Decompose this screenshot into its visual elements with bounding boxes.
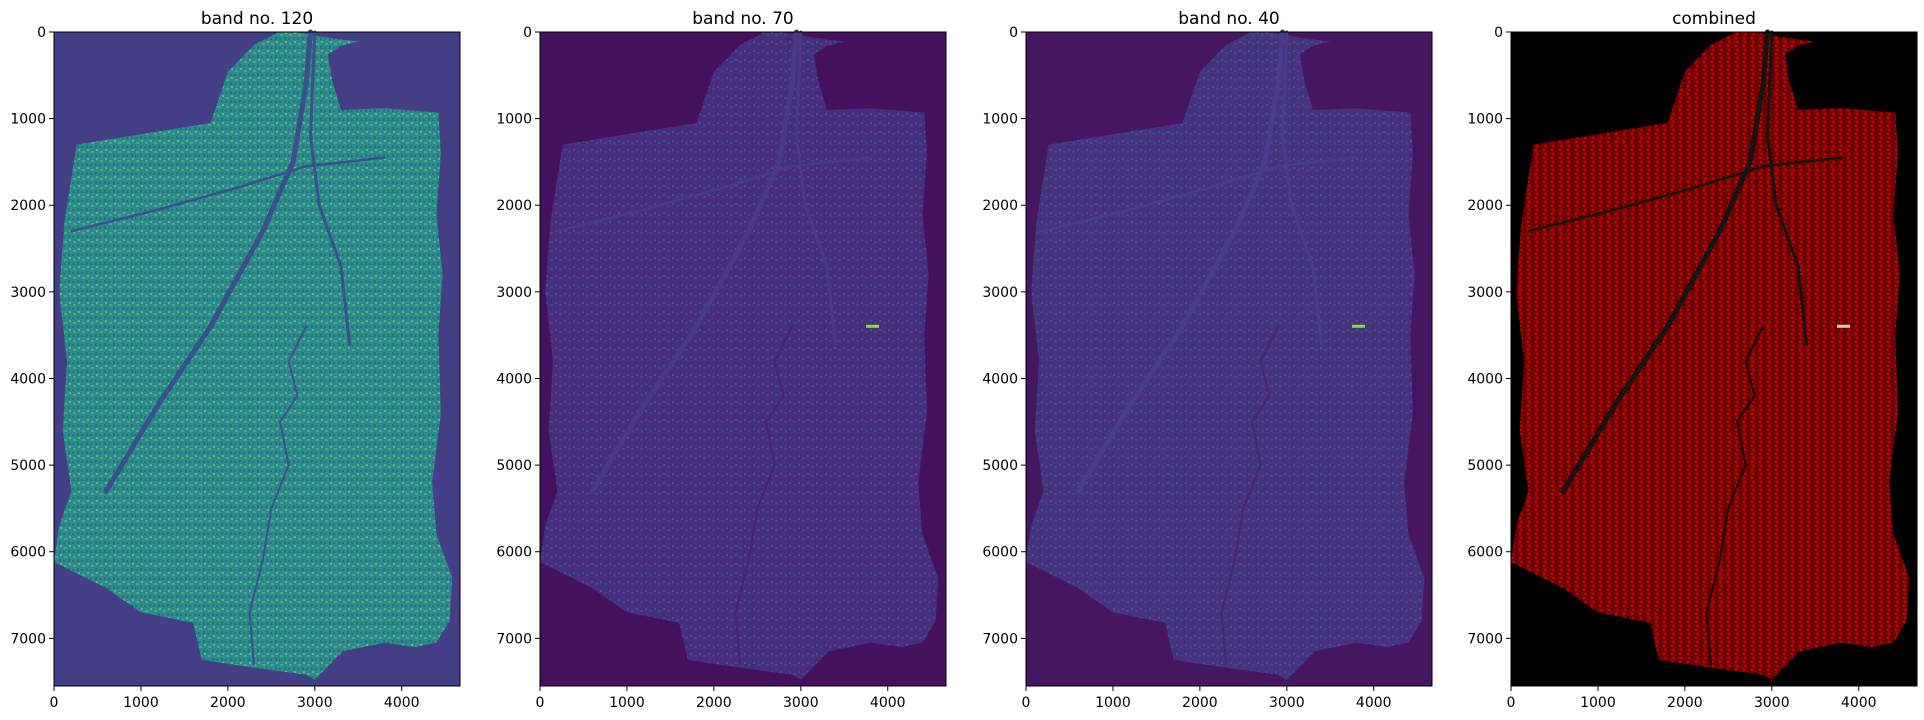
y-tick-label: 5000 — [1467, 458, 1503, 474]
subplot-combined: combined 0 1000 2000 3000 4000 0 1000 2000 3000 40… — [1467, 9, 1918, 711]
road-feature — [795, 30, 838, 346]
road-feature — [1281, 30, 1324, 346]
x-tick-label: 2000 — [696, 695, 732, 711]
road-feature — [70, 156, 386, 233]
scene-features — [556, 29, 872, 666]
y-tick-label: 4000 — [1467, 371, 1503, 387]
river-feature — [734, 325, 794, 666]
y-tick-label: 2000 — [982, 198, 1018, 214]
subplot-title: band no. 120 — [201, 9, 313, 29]
axes-frame — [1510, 31, 1918, 687]
x-tick-label: 2000 — [1182, 695, 1218, 711]
x-tick-label: 3000 — [1269, 695, 1305, 711]
y-tick-label: 3000 — [10, 285, 46, 301]
y-tick-label: 5000 — [982, 458, 1018, 474]
y-tick-label: 0 — [1009, 25, 1018, 41]
bright-roof-feature — [1352, 324, 1366, 328]
x-tick-label: 0 — [1022, 695, 1031, 711]
y-tick-label: 6000 — [10, 545, 46, 561]
x-tick-label: 2000 — [1667, 695, 1703, 711]
y-tick-label: 7000 — [10, 631, 46, 647]
y-tick-label: 0 — [523, 25, 532, 41]
y-tick-label: 0 — [1494, 25, 1503, 41]
y-tick-label: 6000 — [1467, 545, 1503, 561]
y-tick-label: 4000 — [10, 371, 46, 387]
road-feature — [556, 156, 872, 233]
highway-feature — [103, 29, 313, 494]
y-tick-label: 1000 — [496, 112, 532, 128]
y-tick-label: 3000 — [1467, 285, 1503, 301]
y-tick-label: 3000 — [982, 285, 1018, 301]
axes-frame — [1025, 31, 1433, 687]
axes-frame — [53, 31, 461, 687]
x-tick-label: 1000 — [1580, 695, 1616, 711]
x-tick-label: 4000 — [870, 695, 906, 711]
scene-footprint — [540, 32, 939, 680]
scene-footprint — [1511, 32, 1910, 680]
x-tick-label: 0 — [50, 695, 59, 711]
y-tick-label: 2000 — [1467, 198, 1503, 214]
subplot-title: band no. 40 — [1178, 9, 1280, 29]
x-tick-label: 0 — [536, 695, 545, 711]
x-tick-label: 4000 — [1841, 695, 1877, 711]
y-tick-label: 4000 — [496, 371, 532, 387]
road-feature — [1527, 156, 1843, 233]
subplot-band70: band no. 70 0 1000 2000 3000 4000 0 1000 2000 300… — [496, 9, 947, 711]
scene-features — [70, 29, 386, 666]
subplot-title: band no. 70 — [692, 9, 794, 29]
y-tick-label: 1000 — [10, 112, 46, 128]
subplot-band40: band no. 40 0 1000 2000 3000 4000 0 1000 2000 300… — [982, 9, 1433, 711]
y-tick-label: 2000 — [10, 198, 46, 214]
x-tick-label: 3000 — [1754, 695, 1790, 711]
axes-frame — [539, 31, 947, 687]
y-tick-label: 7000 — [496, 631, 532, 647]
image-axes: 0 1000 2000 3000 4000 0 1000 2000 3000 4000 5000 60… — [10, 25, 461, 711]
highway-feature — [1560, 29, 1770, 494]
y-tick-label: 7000 — [982, 631, 1018, 647]
bright-roof-feature — [866, 324, 880, 328]
river-feature — [1705, 325, 1765, 666]
y-tick-label: 1000 — [982, 112, 1018, 128]
y-tick-label: 5000 — [10, 458, 46, 474]
y-tick-label: 7000 — [1467, 631, 1503, 647]
x-tick-label: 1000 — [123, 695, 159, 711]
road-feature — [1766, 30, 1809, 346]
scene-features — [1527, 29, 1843, 666]
river-feature — [248, 325, 308, 666]
x-tick-label: 1000 — [609, 695, 645, 711]
image-axes: 0 1000 2000 3000 4000 0 1000 2000 3000 4000 5000 60… — [1467, 25, 1918, 711]
y-tick-label: 3000 — [496, 285, 532, 301]
x-tick-label: 3000 — [297, 695, 333, 711]
y-tick-label: 0 — [37, 25, 46, 41]
road-feature — [1042, 156, 1358, 233]
river-feature — [1220, 325, 1280, 666]
y-tick-label: 1000 — [1467, 112, 1503, 128]
subplot-title: combined — [1672, 9, 1756, 29]
x-tick-label: 3000 — [783, 695, 819, 711]
x-tick-label: 4000 — [384, 695, 420, 711]
y-tick-label: 6000 — [982, 545, 1018, 561]
scene-footprint — [54, 32, 453, 680]
x-tick-label: 0 — [1507, 695, 1516, 711]
scene-footprint — [1026, 32, 1425, 680]
y-tick-label: 5000 — [496, 458, 532, 474]
highway-feature — [1075, 29, 1285, 494]
x-tick-label: 1000 — [1095, 695, 1131, 711]
road-feature — [309, 30, 352, 346]
image-axes: 0 1000 2000 3000 4000 0 1000 2000 3000 4000 5000 60… — [982, 25, 1433, 711]
subplot-band120: band no. 120 0 1000 2000 3000 4000 0 1000 2000 30… — [10, 9, 461, 711]
y-tick-label: 6000 — [496, 545, 532, 561]
highway-feature — [589, 29, 799, 494]
bright-roof-feature — [1837, 324, 1851, 328]
y-tick-label: 4000 — [982, 371, 1018, 387]
x-tick-label: 2000 — [210, 695, 246, 711]
scene-features — [1042, 29, 1358, 666]
image-axes: 0 1000 2000 3000 4000 0 1000 2000 3000 4000 5000 60… — [496, 25, 947, 711]
x-tick-label: 4000 — [1356, 695, 1392, 711]
y-tick-label: 2000 — [496, 198, 532, 214]
